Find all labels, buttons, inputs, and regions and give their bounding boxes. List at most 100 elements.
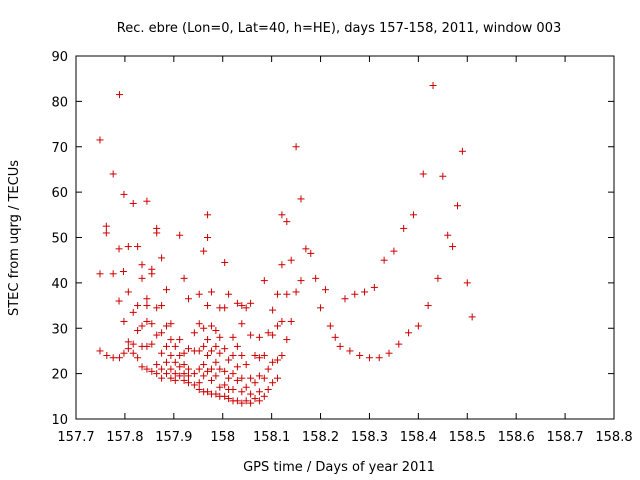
data-point [120, 190, 128, 198]
x-tick-label: 157.8 [106, 430, 143, 445]
data-point [336, 342, 344, 350]
data-point [138, 261, 146, 269]
data-point [148, 270, 156, 278]
x-tick-label: 157.9 [155, 430, 192, 445]
x-axis-label: GPS time / Days of year 2011 [243, 460, 435, 475]
chart-title: Rec. ebre (Lon=0, Lat=40, h=HE), days 15… [117, 21, 561, 36]
data-point [143, 317, 151, 325]
data-point [162, 286, 170, 294]
data-point [212, 372, 220, 380]
data-point [405, 329, 413, 337]
data-point [171, 358, 179, 366]
data-point [116, 354, 124, 362]
x-tick-label: 158.4 [400, 430, 437, 445]
y-tick-label: 90 [51, 50, 68, 65]
data-point [109, 270, 117, 278]
data-point [124, 288, 132, 296]
data-point [225, 374, 233, 382]
data-point [138, 322, 146, 330]
x-tick-label: 158.2 [302, 430, 339, 445]
data-point [129, 199, 137, 207]
data-point [269, 306, 277, 314]
data-point [167, 374, 175, 382]
data-point [238, 388, 246, 396]
data-point [204, 388, 212, 396]
data-point [260, 392, 268, 400]
data-point [167, 351, 175, 359]
data-point [212, 358, 220, 366]
data-point [200, 361, 208, 369]
data-point [167, 320, 175, 328]
data-point [204, 302, 212, 310]
data-point [216, 333, 224, 341]
data-point [124, 243, 132, 251]
data-point [120, 349, 128, 357]
data-point [302, 245, 310, 253]
x-tick-label: 157.7 [57, 430, 94, 445]
data-point [247, 299, 255, 307]
data-point [414, 322, 422, 330]
data-point [390, 247, 398, 255]
data-point [184, 365, 192, 373]
data-point [297, 195, 305, 203]
y-tick-label: 50 [51, 232, 68, 247]
data-point [229, 333, 237, 341]
data-point [134, 302, 142, 310]
data-point [260, 277, 268, 285]
data-point [184, 295, 192, 303]
data-point [463, 279, 471, 287]
data-point [221, 367, 229, 375]
data-point [162, 358, 170, 366]
data-point [207, 288, 215, 296]
y-axis-label: STEC from uqrg / TECUs [7, 160, 22, 316]
data-point [180, 361, 188, 369]
data-point [307, 249, 315, 257]
data-point [176, 336, 184, 344]
data-point [204, 336, 212, 344]
data-point [158, 374, 166, 382]
data-point [255, 388, 263, 396]
x-tick-label: 158 [210, 430, 235, 445]
data-point [195, 386, 203, 394]
data-point [119, 268, 127, 276]
data-point [287, 256, 295, 264]
data-point [216, 365, 224, 373]
data-point [274, 322, 282, 330]
data-point [195, 320, 203, 328]
data-point [176, 231, 184, 239]
data-point [180, 349, 188, 357]
data-point [221, 381, 229, 389]
data-point [292, 143, 300, 151]
data-point [278, 211, 286, 219]
data-point [116, 91, 124, 99]
data-point [180, 274, 188, 282]
data-point [129, 340, 137, 348]
data-point [278, 261, 286, 269]
data-point [143, 365, 151, 373]
data-point [143, 197, 151, 205]
data-point [180, 370, 188, 378]
data-point [120, 317, 128, 325]
data-point [148, 320, 156, 328]
data-point [200, 247, 208, 255]
data-point [216, 349, 224, 357]
data-point [190, 370, 198, 378]
data-point [242, 304, 250, 312]
data-point [207, 347, 215, 355]
data-point [260, 374, 268, 382]
data-point [255, 333, 263, 341]
data-point [251, 379, 259, 387]
data-point [216, 383, 224, 391]
y-tick-label: 10 [51, 413, 68, 428]
data-point [233, 376, 241, 384]
data-point [171, 376, 179, 384]
data-point [162, 370, 170, 378]
axis-ticks [75, 55, 615, 420]
data-point [229, 386, 237, 394]
data-point [207, 376, 215, 384]
data-point [204, 367, 212, 375]
data-point [424, 302, 432, 310]
data-point [167, 365, 175, 373]
data-point [176, 363, 184, 371]
